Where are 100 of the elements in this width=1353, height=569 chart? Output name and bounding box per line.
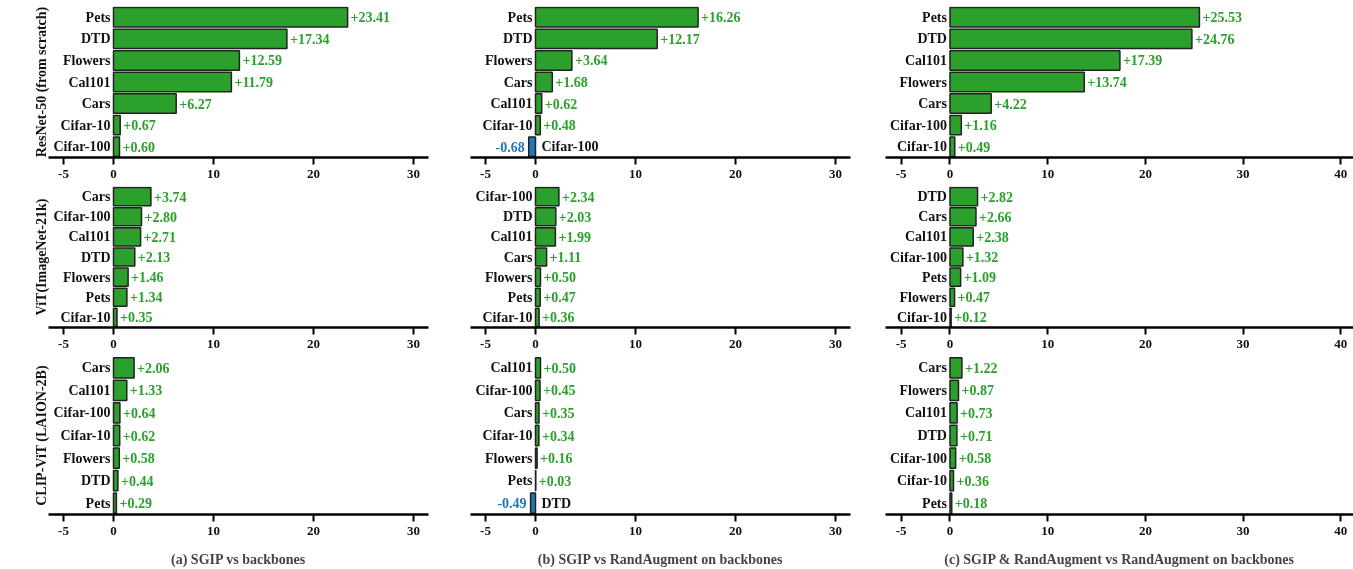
x-tick-label: 10 xyxy=(207,522,220,538)
y-tick-label: Cal101 xyxy=(490,96,533,112)
data-label: +0.29 xyxy=(119,496,152,512)
y-tick-label: Pets xyxy=(507,9,534,25)
data-label: +0.64 xyxy=(122,405,156,421)
y-tick-label: Cal101 xyxy=(904,405,947,421)
x-tick-label: 10 xyxy=(629,522,642,538)
data-label: +0.45 xyxy=(543,383,576,399)
x-axis-title: (c) SGIP & RandAugment vs RandAugment on backbones xyxy=(944,551,1295,568)
data-label: +25.53 xyxy=(1202,10,1242,26)
x-tick-label: 20 xyxy=(1138,165,1152,181)
x-tick-label: 20 xyxy=(729,335,742,351)
x-tick-label: -5 xyxy=(480,522,492,538)
x-tick-label: 20 xyxy=(307,165,320,181)
y-tick-label: Cal101 xyxy=(68,74,111,90)
x-tick-label: 10 xyxy=(207,165,220,181)
y-tick-label: Cars xyxy=(503,405,534,421)
y-tick-label: Cars xyxy=(81,360,112,376)
y-tick-label: Cifar-10 xyxy=(60,117,111,133)
x-tick-label: 20 xyxy=(307,335,320,351)
y-axis-title: ResNet-50 (from scratch) xyxy=(33,6,50,158)
data-label: +24.76 xyxy=(1194,31,1235,47)
y-tick-label: Pets xyxy=(922,495,948,511)
data-label: +12.59 xyxy=(242,53,282,69)
y-tick-label: Flowers xyxy=(63,269,112,285)
x-tick-label: 10 xyxy=(629,335,642,351)
y-tick-label: Cifar-100 xyxy=(889,117,947,133)
data-label: +0.44 xyxy=(120,473,154,489)
y-tick-label: Flowers xyxy=(63,52,112,68)
data-label: +0.50 xyxy=(543,360,576,376)
data-label: -0.49 xyxy=(497,496,527,512)
x-tick-label: -5 xyxy=(58,335,70,351)
x-tick-label: -5 xyxy=(895,522,908,538)
data-label: +2.66 xyxy=(978,209,1012,225)
y-tick-label: Cars xyxy=(81,96,112,112)
y-tick-label: Cars xyxy=(918,209,948,225)
data-label: +2.03 xyxy=(558,209,592,225)
y-tick-label: Flowers xyxy=(899,382,948,398)
data-label: +2.06 xyxy=(137,360,170,376)
y-tick-label: Cal101 xyxy=(904,229,947,245)
data-label: +2.38 xyxy=(976,229,1009,245)
x-axis-title: (a) SGIP vs backbones xyxy=(171,551,306,568)
y-tick-label: Cars xyxy=(918,96,948,112)
data-label: +0.35 xyxy=(542,405,575,421)
x-tick-label: -5 xyxy=(895,165,908,181)
y-tick-label: Cifar-10 xyxy=(896,309,947,325)
y-tick-label: Cal101 xyxy=(490,229,533,245)
x-tick-label: 30 xyxy=(829,522,842,538)
data-label: +0.58 xyxy=(958,451,992,467)
y-tick-label: Cars xyxy=(81,189,112,205)
data-label: +1.99 xyxy=(558,229,591,245)
y-tick-label: DTD xyxy=(502,31,533,47)
x-tick-label: 0 xyxy=(946,522,954,538)
x-tick-label: 0 xyxy=(532,522,539,538)
x-tick-label: 30 xyxy=(829,165,842,181)
y-tick-label: Flowers xyxy=(899,74,948,90)
x-tick-label: 30 xyxy=(1236,335,1250,351)
data-label: +3.64 xyxy=(574,53,608,69)
y-tick-label: Cars xyxy=(503,74,534,90)
y-tick-label: DTD xyxy=(917,428,947,443)
y-tick-label: Pets xyxy=(85,9,112,25)
x-tick-label: 0 xyxy=(532,335,539,351)
data-label: +1.33 xyxy=(129,383,163,399)
y-tick-label: Cifar-100 xyxy=(475,189,533,205)
y-tick-label: Cal101 xyxy=(904,52,947,68)
data-label: -0.68 xyxy=(495,139,525,155)
data-label: +16.26 xyxy=(701,10,741,26)
y-tick-label: Cifar-100 xyxy=(53,139,111,155)
x-tick-label: 10 xyxy=(207,335,220,351)
data-label: +0.62 xyxy=(122,428,156,444)
x-tick-label: -5 xyxy=(480,165,492,181)
data-label: +23.41 xyxy=(350,10,391,26)
data-label: +0.03 xyxy=(538,473,572,489)
x-tick-label: 40 xyxy=(1334,522,1348,538)
data-label: +0.47 xyxy=(543,290,576,306)
data-label: +0.73 xyxy=(960,405,993,421)
y-tick-label: Pets xyxy=(922,269,948,285)
data-label: +0.48 xyxy=(543,118,576,134)
y-tick-label: Cal101 xyxy=(68,229,111,245)
x-tick-label: 20 xyxy=(729,165,742,181)
y-tick-label: DTD xyxy=(541,495,572,511)
x-tick-label: 10 xyxy=(1041,335,1055,351)
y-tick-label: DTD xyxy=(917,31,947,47)
x-tick-label: 0 xyxy=(532,165,539,181)
y-tick-label: Flowers xyxy=(485,269,534,285)
data-label: +2.13 xyxy=(137,250,171,265)
y-tick-label: Cal101 xyxy=(490,360,533,376)
data-label: +17.34 xyxy=(289,31,330,47)
y-tick-label: Cifar-10 xyxy=(896,139,947,155)
data-label: +2.34 xyxy=(561,189,595,205)
y-tick-label: DTD xyxy=(80,249,111,265)
y-tick-label: Flowers xyxy=(63,450,112,466)
x-tick-label: 30 xyxy=(1236,522,1250,538)
data-label: +0.49 xyxy=(957,139,991,155)
x-tick-label: 20 xyxy=(729,522,742,538)
data-label: +0.16 xyxy=(540,451,573,467)
data-label: +1.22 xyxy=(964,360,998,376)
data-label: +4.22 xyxy=(994,96,1027,112)
data-label: +1.68 xyxy=(555,75,588,90)
y-tick-label: Pets xyxy=(85,495,112,511)
